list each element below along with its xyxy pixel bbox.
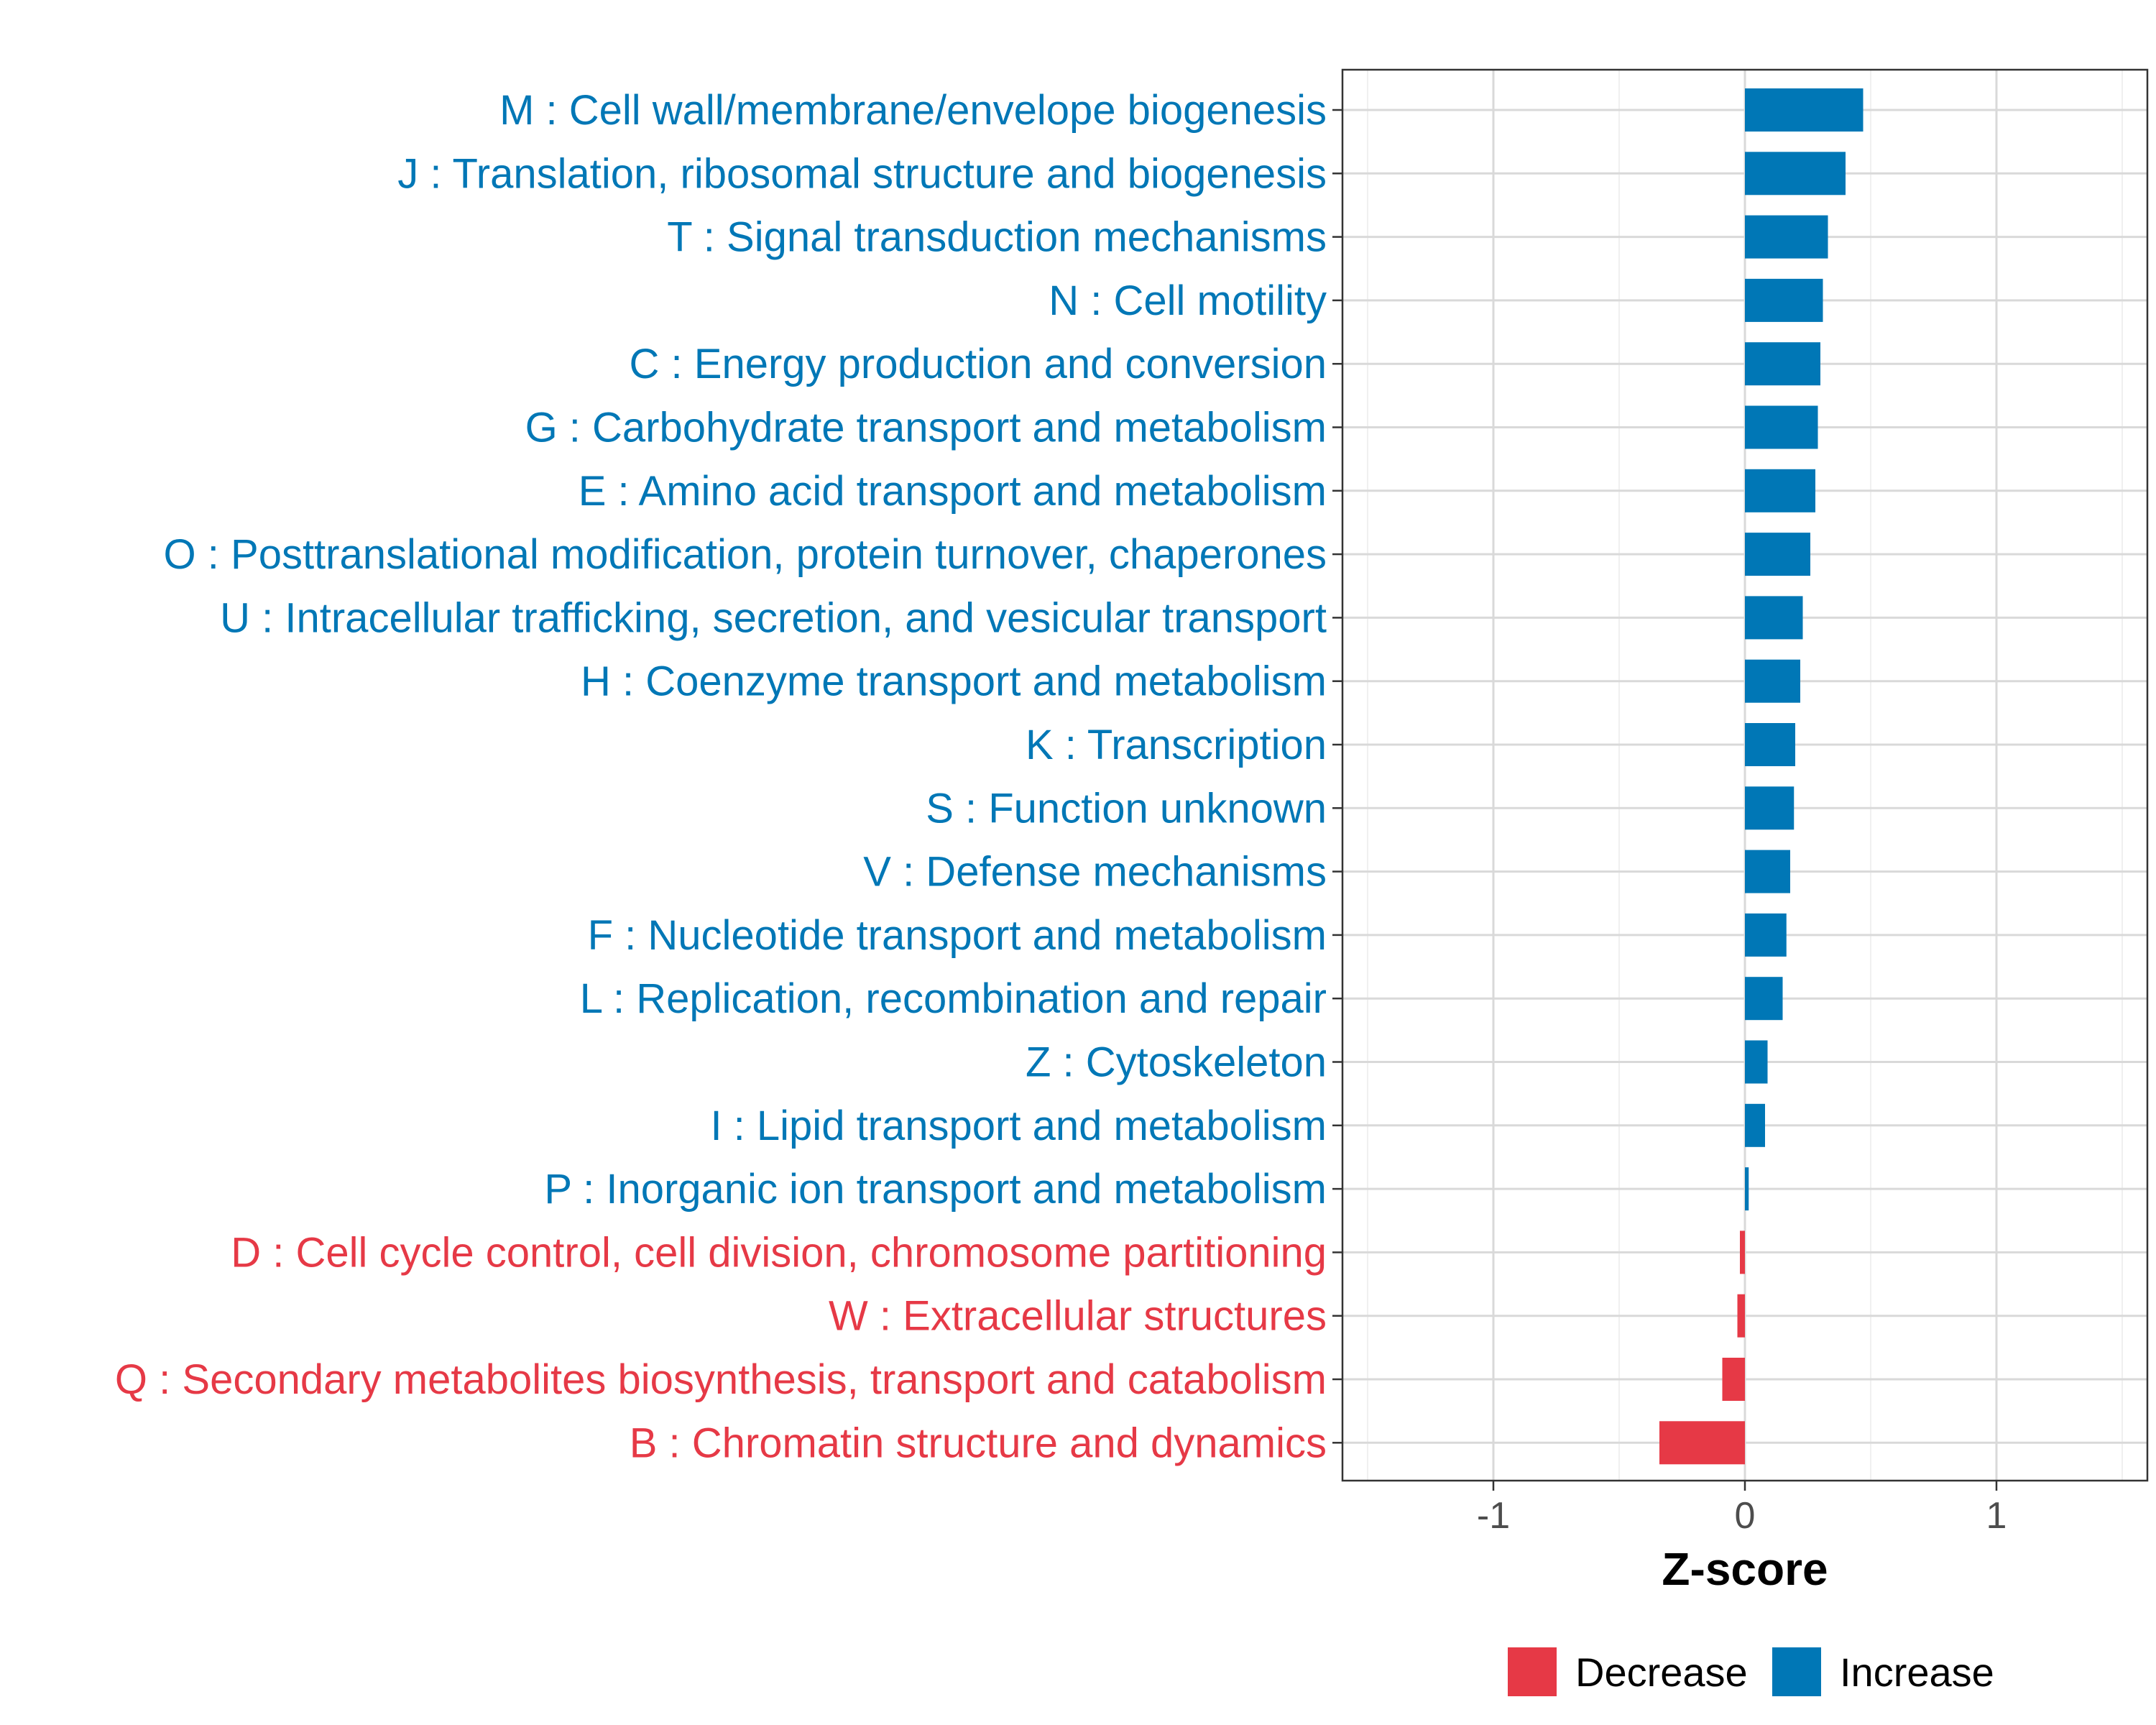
category-label: U : Intracellular trafficking, secretion… [220,594,1327,641]
bars [1659,88,1864,1465]
category-label: K : Transcription [1026,722,1327,768]
bar [1745,1103,1765,1147]
category-label: H : Coenzyme transport and metabolism [581,658,1327,705]
category-label: P : Inorganic ion transport and metaboli… [544,1166,1327,1213]
category-label: Z : Cytoskeleton [1026,1039,1327,1086]
bar [1745,850,1790,893]
category-label: O : Posttranslational modification, prot… [164,531,1327,578]
category-label: B : Chromatin structure and dynamics [630,1420,1327,1466]
y-ticks [1332,109,1342,1444]
bar [1745,152,1846,196]
x-axis-title: Z-score [1662,1543,1828,1595]
category-label: G : Carbohydrate transport and metabolis… [525,405,1327,451]
category-label: E : Amino acid transport and metabolism [579,468,1327,515]
x-tick-labels: -1 0 1 [1477,1495,2007,1537]
bar [1745,342,1820,386]
category-label: W : Extracellular structures [829,1293,1327,1340]
bar [1745,913,1787,957]
category-label: L : Replication, recombination and repai… [580,975,1327,1022]
bar [1659,1421,1745,1465]
bar [1745,977,1783,1021]
x-ticks [1492,1481,1998,1491]
legend-label-decrease: Decrease [1575,1650,1748,1695]
legend-swatch-decrease [1508,1647,1557,1696]
bar [1745,786,1795,830]
category-label: M : Cell wall/membrane/envelope biogenes… [499,87,1327,134]
category-label: V : Defense mechanisms [863,849,1327,896]
category-labels: M : Cell wall/membrane/envelope biogenes… [115,87,1327,1466]
bar [1737,1294,1745,1338]
x-tick-label: 0 [1735,1495,1756,1537]
bar [1745,278,1823,322]
category-label: Q : Secondary metabolites biosynthesis, … [115,1356,1327,1403]
category-label: I : Lipid transport and metabolism [710,1103,1327,1149]
bar [1722,1358,1745,1401]
category-label: D : Cell cycle control, cell division, c… [231,1229,1327,1276]
bar [1745,659,1800,703]
x-tick-label: 1 [1986,1495,2007,1537]
bar [1745,215,1828,259]
legend-swatch-increase [1772,1647,1821,1696]
bar [1740,1230,1745,1274]
bar [1745,596,1803,640]
bar [1745,1167,1749,1211]
bar [1745,405,1818,449]
bar [1745,1040,1768,1084]
x-tick-label: -1 [1477,1495,1510,1537]
bar [1745,469,1815,512]
legend-label-increase: Increase [1840,1650,1994,1695]
bar [1745,723,1795,766]
bar [1745,533,1810,576]
bar [1745,88,1864,132]
category-label: N : Cell motility [1049,277,1327,324]
category-label: F : Nucleotide transport and metabolism [588,912,1327,959]
category-label: C : Energy production and conversion [630,341,1327,387]
category-label: S : Function unknown [926,785,1327,832]
category-label: T : Signal transduction mechanisms [667,214,1327,261]
legend: Decrease Increase [1508,1647,1994,1696]
category-label: J : Translation, ribosomal structure and… [397,150,1327,197]
